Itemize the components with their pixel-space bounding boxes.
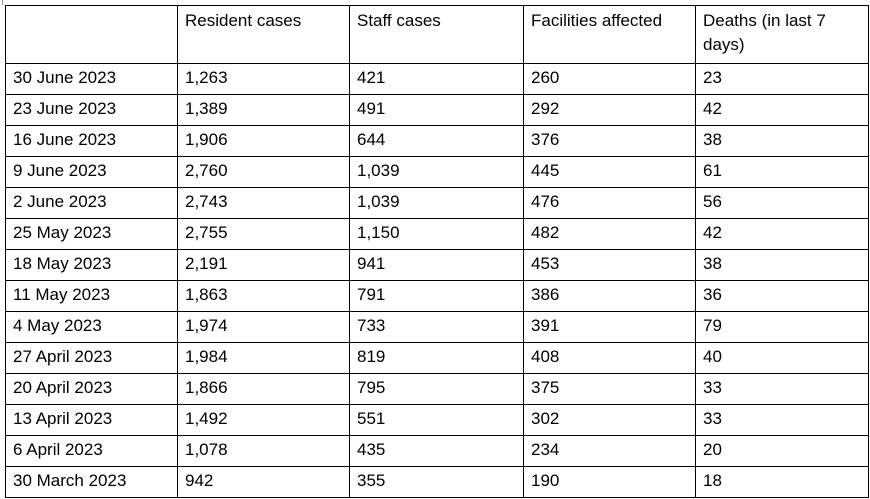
table-row: 13 April 2023 1,492 551 302 33 xyxy=(5,404,869,436)
facilities-affected-cell: 190 xyxy=(523,466,696,498)
date-cell: 25 May 2023 xyxy=(5,218,178,250)
table-row: 6 April 2023 1,078 435 234 20 xyxy=(5,435,869,467)
deaths-cell: 38 xyxy=(695,249,869,281)
resident-cases-cell: 2,755 xyxy=(177,218,350,250)
deaths-cell: 42 xyxy=(695,218,869,250)
cases-table: Resident cases Staff cases Facilities af… xyxy=(5,5,869,498)
table-row: 18 May 2023 2,191 941 453 38 xyxy=(5,249,869,281)
deaths-cell: 36 xyxy=(695,280,869,312)
staff-cases-cell: 1,039 xyxy=(349,187,524,219)
facilities-affected-cell: 234 xyxy=(523,435,696,467)
table-row: 16 June 2023 1,906 644 376 38 xyxy=(5,125,869,157)
date-cell: 30 March 2023 xyxy=(5,466,178,498)
date-cell: 2 June 2023 xyxy=(5,187,178,219)
facilities-affected-cell: 260 xyxy=(523,63,696,95)
staff-cases-cell: 795 xyxy=(349,373,524,405)
header-cell-date xyxy=(5,5,178,64)
facilities-affected-cell: 408 xyxy=(523,342,696,374)
facilities-affected-cell: 376 xyxy=(523,125,696,157)
resident-cases-cell: 2,743 xyxy=(177,187,350,219)
table-row: 20 April 2023 1,866 795 375 33 xyxy=(5,373,869,405)
deaths-cell: 40 xyxy=(695,342,869,374)
resident-cases-cell: 1,078 xyxy=(177,435,350,467)
date-cell: 27 April 2023 xyxy=(5,342,178,374)
date-cell: 13 April 2023 xyxy=(5,404,178,436)
header-cell-staff-cases: Staff cases xyxy=(349,5,524,64)
staff-cases-cell: 421 xyxy=(349,63,524,95)
date-cell: 4 May 2023 xyxy=(5,311,178,343)
table-row: 4 May 2023 1,974 733 391 79 xyxy=(5,311,869,343)
facilities-affected-cell: 482 xyxy=(523,218,696,250)
resident-cases-cell: 1,906 xyxy=(177,125,350,157)
table-body: 30 June 2023 1,263 421 260 23 23 June 2023 1,3… xyxy=(5,63,869,498)
staff-cases-cell: 355 xyxy=(349,466,524,498)
header-cell-deaths: Deaths (in last 7 days) xyxy=(695,5,869,64)
deaths-cell: 61 xyxy=(695,156,869,188)
facilities-affected-cell: 391 xyxy=(523,311,696,343)
table-row: 30 June 2023 1,263 421 260 23 xyxy=(5,63,869,95)
resident-cases-cell: 1,974 xyxy=(177,311,350,343)
header-cell-facilities-affected: Facilities affected xyxy=(523,5,696,64)
resident-cases-cell: 1,984 xyxy=(177,342,350,374)
resident-cases-cell: 1,263 xyxy=(177,63,350,95)
date-cell: 9 June 2023 xyxy=(5,156,178,188)
deaths-cell: 38 xyxy=(695,125,869,157)
table-row: 27 April 2023 1,984 819 408 40 xyxy=(5,342,869,374)
staff-cases-cell: 941 xyxy=(349,249,524,281)
staff-cases-cell: 1,150 xyxy=(349,218,524,250)
facilities-affected-cell: 386 xyxy=(523,280,696,312)
staff-cases-cell: 733 xyxy=(349,311,524,343)
resident-cases-cell: 2,191 xyxy=(177,249,350,281)
facilities-affected-cell: 375 xyxy=(523,373,696,405)
staff-cases-cell: 644 xyxy=(349,125,524,157)
table-row: 30 March 2023 942 355 190 18 xyxy=(5,466,869,498)
date-cell: 23 June 2023 xyxy=(5,94,178,126)
resident-cases-cell: 2,760 xyxy=(177,156,350,188)
date-cell: 20 April 2023 xyxy=(5,373,178,405)
facilities-affected-cell: 476 xyxy=(523,187,696,219)
date-cell: 18 May 2023 xyxy=(5,249,178,281)
staff-cases-cell: 435 xyxy=(349,435,524,467)
date-cell: 30 June 2023 xyxy=(5,63,178,95)
resident-cases-cell: 942 xyxy=(177,466,350,498)
facilities-affected-cell: 302 xyxy=(523,404,696,436)
deaths-cell: 33 xyxy=(695,373,869,405)
staff-cases-cell: 791 xyxy=(349,280,524,312)
resident-cases-cell: 1,492 xyxy=(177,404,350,436)
facilities-affected-cell: 445 xyxy=(523,156,696,188)
table-row: 2 June 2023 2,743 1,039 476 56 xyxy=(5,187,869,219)
table-row: 9 June 2023 2,760 1,039 445 61 xyxy=(5,156,869,188)
date-cell: 11 May 2023 xyxy=(5,280,178,312)
header-cell-resident-cases: Resident cases xyxy=(177,5,350,64)
table-row: 11 May 2023 1,863 791 386 36 xyxy=(5,280,869,312)
deaths-cell: 33 xyxy=(695,404,869,436)
deaths-cell: 42 xyxy=(695,94,869,126)
resident-cases-cell: 1,389 xyxy=(177,94,350,126)
date-cell: 16 June 2023 xyxy=(5,125,178,157)
resident-cases-cell: 1,863 xyxy=(177,280,350,312)
deaths-cell: 20 xyxy=(695,435,869,467)
staff-cases-cell: 1,039 xyxy=(349,156,524,188)
staff-cases-cell: 551 xyxy=(349,404,524,436)
deaths-cell: 23 xyxy=(695,63,869,95)
facilities-affected-cell: 292 xyxy=(523,94,696,126)
deaths-cell: 56 xyxy=(695,187,869,219)
date-cell: 6 April 2023 xyxy=(5,435,178,467)
deaths-cell: 18 xyxy=(695,466,869,498)
header-row: Resident cases Staff cases Facilities af… xyxy=(5,5,869,64)
staff-cases-cell: 491 xyxy=(349,94,524,126)
deaths-cell: 79 xyxy=(695,311,869,343)
resident-cases-cell: 1,866 xyxy=(177,373,350,405)
facilities-affected-cell: 453 xyxy=(523,249,696,281)
corner-mark xyxy=(2,0,3,5)
table-row: 23 June 2023 1,389 491 292 42 xyxy=(5,94,869,126)
staff-cases-cell: 819 xyxy=(349,342,524,374)
table-row: 25 May 2023 2,755 1,150 482 42 xyxy=(5,218,869,250)
